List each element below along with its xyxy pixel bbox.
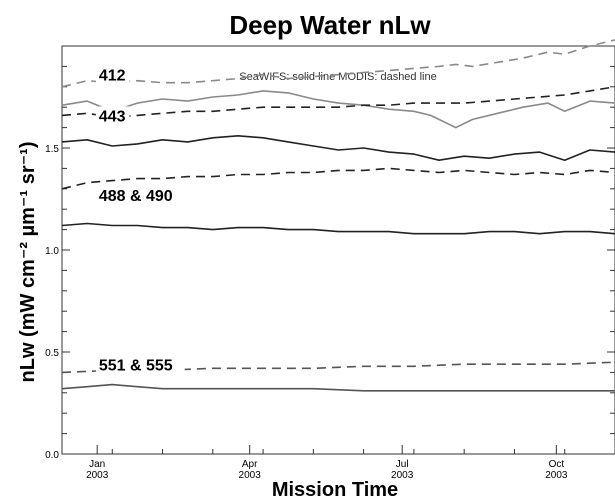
series-line: 412 SeaWIFS — [61, 90, 615, 129]
band-label: 551 & 555 — [99, 357, 173, 374]
x-tick-year: 2003 — [239, 470, 262, 481]
x-tick-label: Apr — [242, 459, 258, 470]
x-tick-year: 2003 — [545, 470, 568, 481]
series-line: 412 MODIS — [61, 39, 615, 88]
series-line: 443 MODIS — [61, 86, 615, 119]
band-labels: 412 443 488 & 490 551 & 555 — [95, 65, 185, 376]
band-label-bg — [95, 186, 185, 207]
x-tick-label: Jul — [396, 459, 409, 470]
series-layer: 412 MODIS412 SeaWIFS443 MODIS443 SeaWIFS… — [61, 39, 615, 392]
band-label: 443 — [99, 108, 126, 125]
y-axis: 0.0 0.5 1.0 1.5 — [45, 45, 615, 461]
x-tick-year: 2003 — [391, 470, 414, 481]
x-axis-title: Mission Time — [272, 479, 398, 499]
y-tick-label: 0.0 — [45, 450, 59, 461]
series-line: 443 SeaWIFS — [61, 135, 615, 161]
y-tick-label: 0.5 — [45, 348, 59, 359]
series-line: 490 MODIS — [61, 167, 615, 190]
series-line: 551 SeaWIFS — [61, 383, 615, 392]
legend-note: SeaWIFS: solid line MODIS: dashed line — [239, 71, 436, 83]
x-tick-label: Oct — [549, 459, 565, 470]
band-label-bg — [95, 106, 130, 127]
x-tick-year: 2003 — [86, 470, 109, 481]
band-label-bg — [95, 355, 185, 376]
y-tick-label: 1.0 — [45, 246, 59, 257]
y-axis-title: nLw (mW cm⁻² µm⁻¹ sr⁻¹) — [17, 142, 39, 383]
band-label-bg — [95, 65, 130, 86]
series-line: 488 SeaWIFS — [61, 222, 615, 235]
x-tick-label: Jan — [89, 459, 105, 470]
y-tick-label: 1.5 — [45, 144, 59, 155]
band-label: 488 & 490 — [99, 188, 173, 205]
band-label: 412 — [99, 68, 126, 85]
chart-title: Deep Water nLw — [229, 10, 431, 40]
